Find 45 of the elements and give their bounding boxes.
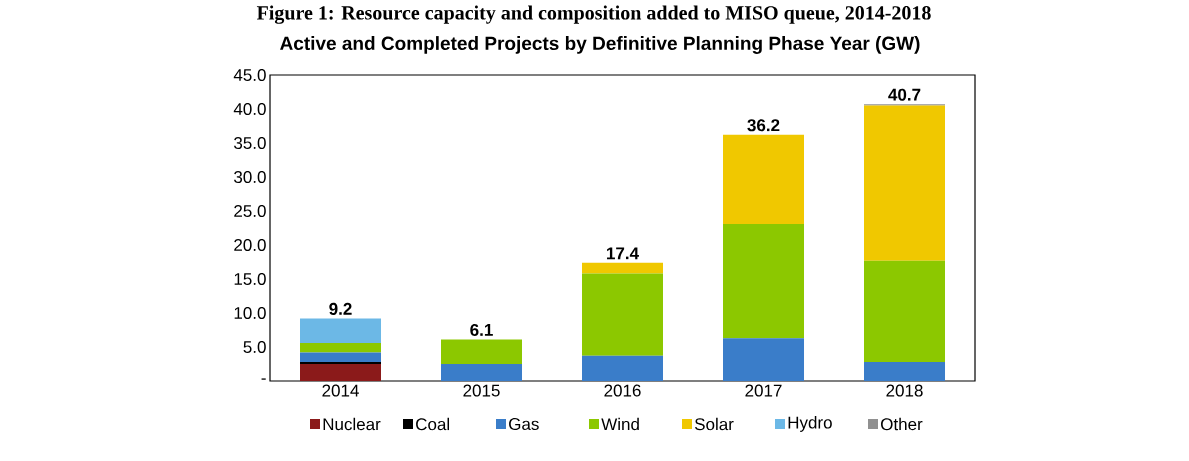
chart-title: Active and Completed Projects by Definitive Planning Phase Year (GW) (280, 36, 920, 54)
bar (441, 364, 522, 381)
y-tick-label: 45.0 (233, 68, 266, 82)
x-tick-label: 2015 (463, 384, 500, 397)
legend-label: Hydro (788, 416, 832, 432)
bar (723, 338, 805, 381)
bar (441, 339, 522, 364)
legend-label: Coal (416, 417, 450, 431)
y-tick-label: 15.0 (234, 272, 266, 286)
bar (582, 355, 663, 381)
bar (864, 361, 945, 381)
y-tick-label: - (261, 378, 266, 380)
x-tick-label: 2014 (322, 384, 359, 397)
bar (864, 260, 945, 362)
y-tick-label: 25.0 (234, 204, 266, 218)
legend-label: Gas (509, 417, 539, 431)
y-tick-label: 5.0 (243, 340, 266, 354)
y-tick-label: 35.0 (234, 136, 266, 150)
y-tick-label: 10.0 (234, 306, 266, 320)
total-label: 6.1 (470, 323, 493, 336)
bar (300, 318, 382, 343)
y-tick-label: 30.0 (234, 170, 266, 184)
bar (300, 352, 382, 362)
bar (864, 105, 945, 261)
legend-label: Other (881, 417, 923, 431)
bar (723, 134, 805, 224)
bar (300, 342, 382, 353)
x-tick-label: 2018 (886, 384, 923, 397)
bar (300, 364, 382, 381)
total-label: 9.2 (329, 302, 352, 315)
legend-label: Nuclear (323, 417, 381, 431)
total-label: 36.2 (747, 119, 780, 132)
legend-label: Solar (694, 417, 734, 431)
bar (582, 273, 663, 356)
total-label: 40.7 (888, 88, 921, 101)
y-tick-label: 40.0 (233, 102, 266, 116)
bar (300, 361, 382, 364)
caption: Figure 1: Resource capacity and composition added to MISO queue, 2014-2018 (256, 5, 931, 24)
total-label: 17.4 (607, 247, 639, 260)
x-tick-label: 2016 (604, 384, 641, 397)
bar (723, 223, 805, 339)
legend-label: Wind (601, 417, 639, 431)
y-tick-label: 20.0 (234, 238, 266, 252)
bar (582, 262, 663, 274)
x-tick-label: 2017 (745, 384, 782, 397)
